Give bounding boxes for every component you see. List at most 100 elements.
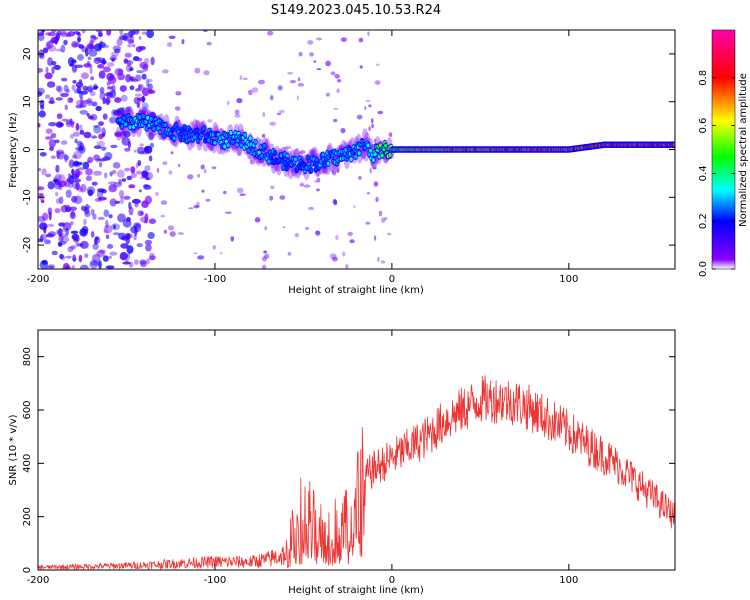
spectrogram-noise-blob <box>84 48 89 57</box>
spectrogram-noise-blob <box>78 104 87 108</box>
spectrogram-noise-blob <box>118 232 127 240</box>
spectrogram-noise-blob <box>86 113 90 117</box>
spectrogram-noise-blob <box>38 215 46 223</box>
spectrogram-ridge-core <box>213 140 217 145</box>
spectrogram-noise-blob <box>127 30 136 36</box>
spectrogram-noise-blob <box>99 86 105 94</box>
spectrogram-noise-blob <box>59 30 67 36</box>
snr-y-tick-label: 0 <box>22 567 33 573</box>
spectrogram-noise-blob <box>141 87 150 97</box>
spectrogram-noise-blob <box>138 189 142 193</box>
spectrogram-noise-blob <box>267 30 274 36</box>
snr-frame <box>37 329 676 571</box>
spectrogram-noise-blob <box>47 45 57 52</box>
spectrogram-noise-blob <box>127 252 131 260</box>
spectrogram-noise-blob <box>138 46 146 50</box>
spectrogram-noise-blob <box>263 250 267 254</box>
spectrogram-ridge-core <box>247 148 251 153</box>
spectrogram-noise-blob <box>92 213 97 220</box>
spectrogram-noise-blob <box>54 208 61 214</box>
spectrogram-noise-blob <box>38 32 45 36</box>
spectrogram-noise-blob <box>316 37 322 41</box>
spectrogram-noise-blob <box>294 232 300 238</box>
spectrogram-noise-blob <box>109 251 118 256</box>
spectrogram-ridge-core <box>138 115 142 120</box>
spectrogram-noise-blob <box>82 161 90 170</box>
spectrogram-noise-blob <box>377 256 380 263</box>
spectrogram-ridge-core <box>260 154 264 158</box>
snr-x-tick-label: 100 <box>559 575 578 586</box>
spectrogram-ridge-core <box>152 126 156 131</box>
spectrogram-noise-blob <box>139 260 147 268</box>
spectrogram-noise-blob <box>168 170 173 175</box>
spectrogram-noise-blob <box>196 201 200 208</box>
spectrogram-noise-blob <box>380 260 386 264</box>
spectrogram-noise-blob <box>201 189 205 193</box>
spectrogram-noise-blob <box>136 146 146 155</box>
spectrogram-noise-blob <box>197 173 201 178</box>
spectrogram-noise-blob <box>70 210 75 218</box>
spectrogram-noise-blob <box>71 84 76 91</box>
spectrogram-noise-blob <box>59 32 68 38</box>
spectrogram-noise-blob <box>144 213 149 222</box>
spectrogram-noise-blob <box>63 204 70 208</box>
spectrogram-noise-blob <box>46 81 56 88</box>
spectrogram-noise-blob <box>193 252 198 255</box>
spectrogram-noise-blob <box>112 169 117 175</box>
spectrogram-noise-blob <box>137 160 142 167</box>
spectrogram-noise-blob <box>64 154 70 161</box>
spectrogram-noise-blob <box>87 189 94 197</box>
spectrogram-noise-blob <box>139 143 144 147</box>
spectrogram-noise-blob <box>60 140 68 146</box>
spectrogram-ridge-core <box>388 153 392 157</box>
spectrogram-noise-blob <box>140 211 145 216</box>
spectrogram-noise-blob <box>373 181 379 187</box>
spectrogram-noise-blob <box>364 106 367 111</box>
spectrogram-noise-blob <box>378 210 383 217</box>
spectrogram-noise-blob <box>133 259 139 265</box>
spectrogram-noise-blob <box>65 255 72 259</box>
spectrogram-noise-blob <box>106 81 111 86</box>
spectrogram-noise-blob <box>372 167 377 170</box>
spectrogram-ridge-core <box>285 166 289 171</box>
spectrogram-noise-blob <box>58 174 66 183</box>
spectrogram-noise-blob <box>98 32 103 37</box>
spectrogram-noise-blob <box>147 78 153 83</box>
spectrogram-noise-blob <box>55 198 61 204</box>
spectrogram-noise-blob <box>103 93 111 97</box>
spectrogram-noise-blob <box>174 106 181 111</box>
spectrogram-noise-blob <box>160 200 168 205</box>
spectrogram-noise-blob <box>56 180 62 186</box>
spectrogram-noise-blob <box>342 251 346 257</box>
spectrogram-noise-blob <box>86 43 95 52</box>
spectrogram-y-ticks: -20 -10 0 10 20 <box>22 48 675 253</box>
spectrogram-ridge-core <box>326 161 330 166</box>
spectrogram-noise-blob <box>89 114 98 121</box>
spectrogram-noise-blob <box>71 195 78 203</box>
spectrogram-noise-blob <box>79 102 87 108</box>
spectrogram-ridge-core <box>371 158 375 163</box>
colorbar-gradient <box>711 29 736 270</box>
spectrogram-noise-blob <box>39 152 47 157</box>
spectrogram-noise-blob <box>91 181 98 186</box>
spectrogram-noise-blob <box>97 216 105 220</box>
spectrogram-noise-blob <box>73 131 80 137</box>
spectrogram-noise-blob <box>72 80 77 84</box>
spectrogram-noise-blob <box>239 193 246 196</box>
spectrogram-noise-blob <box>87 56 92 61</box>
spectrogram-noise-blob <box>79 129 85 135</box>
spectrogram-ridge-core <box>366 143 370 148</box>
spectrogram-noise-blob <box>90 261 100 266</box>
spectrogram-noise-blob <box>347 231 354 236</box>
spectrogram-ridge-core <box>262 143 267 148</box>
spectrogram-noise-blob <box>56 151 66 160</box>
spectrogram-noise-blob <box>125 106 132 112</box>
spectrogram-noise-blob <box>58 235 64 242</box>
snr-y-tick-label: 600 <box>22 400 33 419</box>
spectrogram-noise-blob <box>177 232 184 235</box>
spectrogram-noise-blob <box>119 189 125 199</box>
spectrogram-noise-blob <box>130 172 138 178</box>
spectrogram-noise-blob <box>69 133 75 139</box>
spectrogram-noise-blob <box>375 63 380 66</box>
spectrogram-noise-blob <box>75 182 80 191</box>
